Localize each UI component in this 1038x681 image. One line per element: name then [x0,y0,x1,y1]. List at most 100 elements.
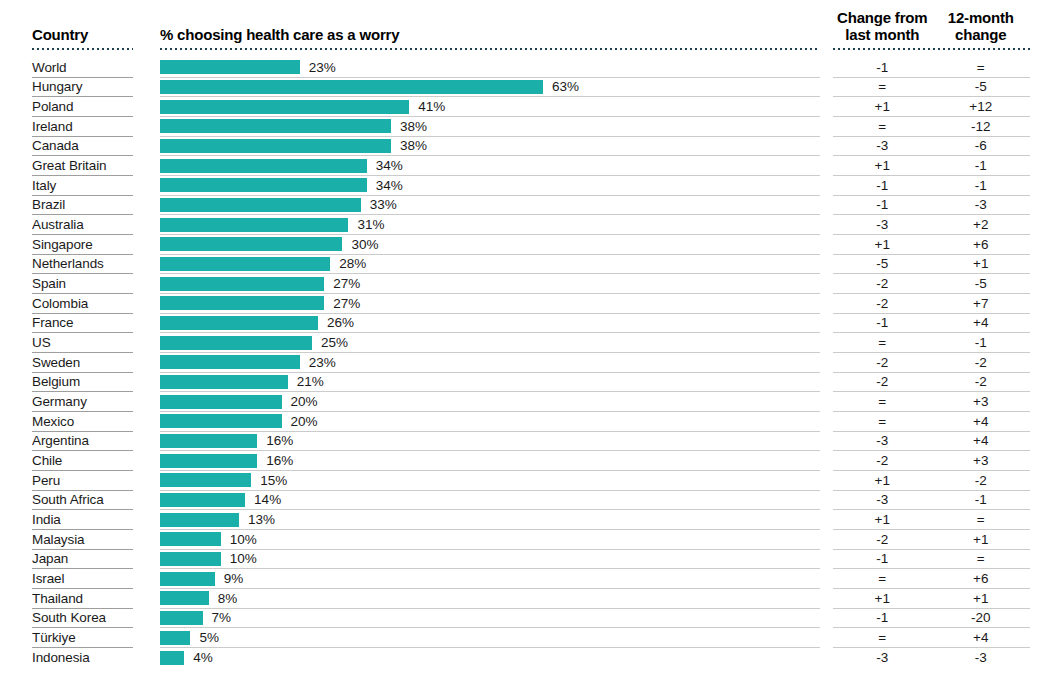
change-12-month-value: -2 [932,375,1031,389]
change-12-month-value: +6 [932,572,1031,586]
bar-cell: 15% [160,471,820,491]
country-label: Argentina [32,434,89,448]
column-gap [820,156,833,176]
country-cell: Israel [32,569,133,589]
column-gap [820,648,833,668]
column-gap [820,294,833,314]
change-12-month-value: +4 [932,415,1031,429]
column-gap [133,589,160,609]
table-row: Japan 10% -1 = [32,550,1030,570]
column-header-changes: Change from last month 12-month change [833,6,1030,50]
change-cell: -1 -1 [833,176,1030,196]
dotted-rule-country [32,48,133,50]
column-gap [820,451,833,471]
column-gap [133,550,160,570]
column-gap [133,373,160,393]
change-cell: = +4 [833,628,1030,648]
country-label: Israel [32,572,64,586]
bar-value-label: 25% [321,336,348,350]
column-gap [133,471,160,491]
bar-cell: 8% [160,589,820,609]
bar-value-label: 33% [370,198,397,212]
column-gap [820,530,833,550]
column-gap [133,176,160,196]
bar [160,395,282,409]
country-cell: Mexico [32,412,133,432]
bar-value-label: 26% [327,316,354,330]
column-gap [820,78,833,98]
country-cell: Peru [32,471,133,491]
change-last-month-value: -1 [833,61,932,75]
column-gap [133,510,160,530]
change-last-month-value: +1 [833,474,932,488]
bar [160,454,257,468]
bar-cell: 31% [160,215,820,235]
table-row: Canada 38% -3 -6 [32,137,1030,157]
column-gap [133,294,160,314]
change-12-month-value: -1 [932,336,1031,350]
column-header-bar-title-label: % choosing health care as a worry [160,26,820,43]
change-last-month-value: +1 [833,592,932,606]
country-cell: Türkiye [32,628,133,648]
country-label: Thailand [32,592,83,606]
country-cell: Japan [32,550,133,570]
column-gap [820,274,833,294]
column-gap [820,196,833,216]
column-gap [133,235,160,255]
change-last-month-value: -1 [833,179,932,193]
bar [160,218,348,232]
bar-cell: 20% [160,412,820,432]
change-last-month-value: -2 [833,297,932,311]
change-12-month-value: -2 [932,356,1031,370]
table-row: South Korea 7% -1 -20 [32,609,1030,629]
table-row: Malaysia 10% -2 +1 [32,530,1030,550]
change-12-month-value: -5 [932,277,1031,291]
bar [160,355,300,369]
column-header-change-12-month: 12-month change [932,9,1031,43]
column-gap [133,648,160,668]
change-12-month-value: +12 [932,100,1031,114]
country-cell: Germany [32,392,133,412]
change-last-month-value: -3 [833,493,932,507]
bar-cell: 13% [160,510,820,530]
column-gap [820,392,833,412]
column-gap [133,353,160,373]
change-cell: +1 +6 [833,235,1030,255]
bar [160,277,324,291]
country-label: Hungary [32,80,82,94]
change-last-month-value: +1 [833,100,932,114]
country-label: Mexico [32,415,74,429]
column-gap [133,137,160,157]
change-cell: -2 -2 [833,373,1030,393]
bar-value-label: 14% [254,493,281,507]
bar [160,532,221,546]
bar-value-label: 34% [376,179,403,193]
change-last-month-value: = [833,631,932,645]
change-last-month-value: = [833,415,932,429]
change-12-month-value: -1 [932,159,1031,173]
change-last-month-value: -2 [833,375,932,389]
country-label: Netherlands [32,257,104,271]
bar-cell: 38% [160,117,820,137]
change-cell: = +6 [833,569,1030,589]
change-cell: -1 +4 [833,314,1030,334]
country-label: Malaysia [32,533,84,547]
country-label: Türkiye [32,631,76,645]
column-gap [820,510,833,530]
country-label: South Africa [32,493,104,507]
column-gap [133,156,160,176]
bar [160,513,239,527]
country-cell: South Korea [32,609,133,629]
bar-value-label: 23% [309,356,336,370]
bar-cell: 38% [160,137,820,157]
country-label: France [32,316,73,330]
change-cell: = +3 [833,392,1030,412]
chart-header: Country % choosing health care as a worr… [32,6,1030,50]
bar [160,414,282,428]
table-row: Sweden 23% -2 -2 [32,353,1030,373]
column-gap [133,6,160,50]
bar-value-label: 31% [357,218,384,232]
change-12-month-value: -6 [932,139,1031,153]
bar-cell: 4% [160,648,820,668]
bar-cell: 5% [160,628,820,648]
